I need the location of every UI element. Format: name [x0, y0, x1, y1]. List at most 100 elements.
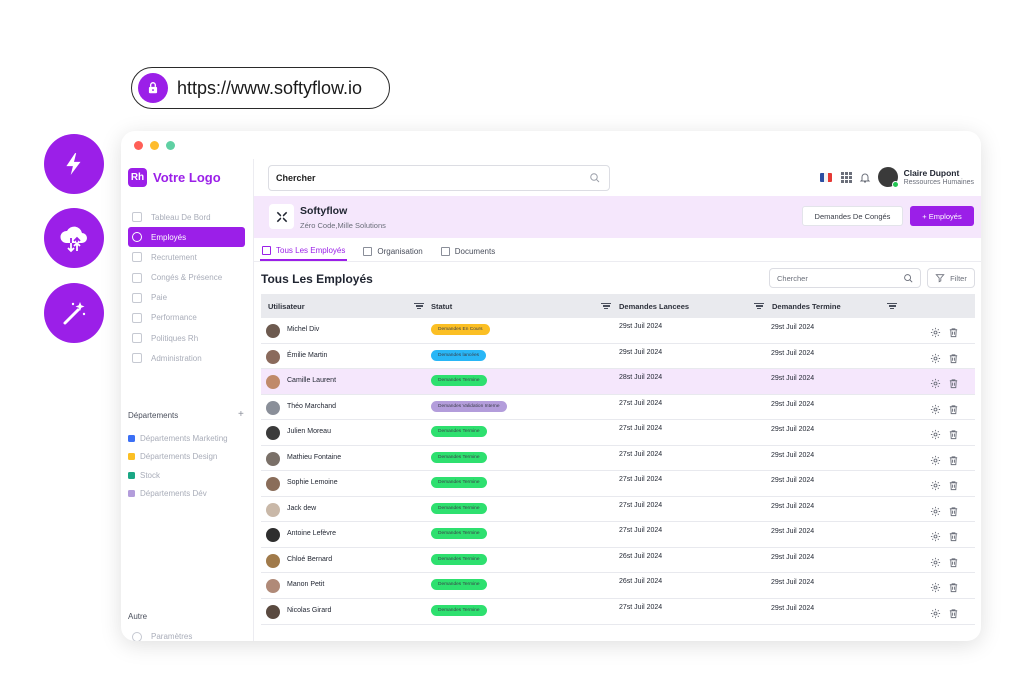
sidebar-item-label: Recrutement — [151, 252, 197, 262]
avatar — [266, 400, 280, 415]
sort-icon[interactable] — [414, 302, 424, 310]
gear-icon[interactable] — [930, 529, 941, 547]
user-info[interactable]: Claire Dupont Ressources Humaines — [904, 168, 974, 186]
sidebar-item-employes[interactable]: Employés — [128, 227, 245, 248]
team-icon — [262, 245, 271, 255]
user-avatar[interactable] — [877, 167, 899, 188]
employee-name: Sophie Lemoine — [287, 479, 338, 487]
tab-label: Documents — [454, 246, 496, 256]
gear-icon[interactable] — [930, 427, 941, 445]
sidebar-item-conges-presence[interactable]: Congés & Présence — [128, 268, 245, 288]
sidebar-item-label: Performance — [151, 313, 197, 323]
trash-icon[interactable] — [948, 606, 959, 624]
sidebar-item-label: Congés & Présence — [151, 273, 223, 283]
finished-date: 29st Juil 2024 — [771, 553, 815, 561]
sidebar-item-performance[interactable]: Performance — [128, 308, 245, 328]
launched-date: 27st Juil 2024 — [619, 476, 663, 484]
table-row[interactable]: Jack dew Demandes Termine 27st Juil 2024 29… — [261, 497, 975, 523]
filter-label: Filter — [950, 273, 967, 283]
finished-date: 29st Juil 2024 — [771, 349, 815, 357]
column-header-user[interactable]: Utilisateur — [268, 301, 305, 311]
trash-icon[interactable] — [948, 478, 959, 496]
folder-icon — [132, 353, 142, 364]
gear-icon[interactable] — [930, 555, 941, 573]
avatar — [266, 451, 280, 466]
gear-icon[interactable] — [930, 376, 941, 394]
sidebar-item-politiques-rh[interactable]: Politiques Rh — [128, 328, 245, 348]
department-item[interactable]: Départements Dév — [128, 485, 228, 504]
minimize-window-button[interactable] — [150, 141, 159, 150]
status-badge: Demandes Termine — [431, 579, 487, 591]
french-flag-icon[interactable] — [819, 172, 832, 182]
gear-icon[interactable] — [930, 606, 941, 624]
status-badge: Demandes lancées — [431, 349, 487, 361]
add-department-button[interactable]: + — [238, 409, 244, 420]
close-window-button[interactable] — [134, 141, 143, 150]
trash-icon[interactable] — [948, 376, 959, 394]
sidebar-item-recrutement[interactable]: Recrutement — [128, 247, 245, 267]
global-search-input[interactable]: Chercher — [268, 165, 610, 191]
department-item[interactable]: Départements Design — [128, 448, 228, 467]
gear-icon[interactable] — [930, 402, 941, 420]
leave-requests-button[interactable]: Demandes De Congés — [802, 206, 903, 226]
sidebar-item-gear[interactable]: Paramètres — [128, 626, 192, 641]
url-bar[interactable]: https://www.softyflow.io — [131, 67, 390, 109]
table-row[interactable]: Sophie Lemoine Demandes Termine 27st Juil … — [261, 471, 975, 497]
gear-icon[interactable] — [930, 453, 941, 471]
trash-icon[interactable] — [948, 504, 959, 522]
sort-icon[interactable] — [601, 302, 611, 310]
table-row[interactable]: Antoine Lefèvre Demandes Termine 27st Juil… — [261, 522, 975, 548]
tab-label: Tous Les Employés — [276, 245, 346, 255]
table-row[interactable]: Mathieu Fontaine Demandes Termine 27st Jui… — [261, 446, 975, 472]
maximize-window-button[interactable] — [166, 141, 175, 150]
gear-icon[interactable] — [930, 504, 941, 522]
tab-all-employees[interactable]: Tous Les Employés — [260, 241, 348, 261]
column-header-finished[interactable]: Demandes Termine — [772, 301, 841, 311]
gear-icon[interactable] — [930, 351, 941, 369]
add-employee-button[interactable]: + Employés — [910, 206, 974, 226]
trash-icon[interactable] — [948, 402, 959, 420]
column-header-status[interactable]: Statut — [431, 301, 453, 311]
gear-icon[interactable] — [930, 325, 941, 343]
trash-icon[interactable] — [948, 580, 959, 598]
trash-icon[interactable] — [948, 529, 959, 547]
table-row[interactable]: Manon Petit Demandes Termine 26st Juil 202… — [261, 573, 975, 600]
sort-icon[interactable] — [754, 302, 764, 310]
table-row[interactable]: Julien Moreau Demandes Termine 27st Juil 2… — [261, 420, 975, 446]
table-row[interactable]: Nicolas Girard Demandes Termine 27st Juil … — [261, 599, 975, 625]
table-row[interactable]: Camille Laurent Demandes Termine 28st Juil… — [261, 369, 975, 395]
table-row[interactable]: Émilie Martin Demandes lancées 29st Juil 2… — [261, 344, 975, 370]
gear-icon[interactable] — [930, 478, 941, 496]
app-logo[interactable]: Rh Votre Logo — [128, 168, 221, 187]
gear-icon[interactable] — [930, 580, 941, 598]
sort-icon[interactable] — [887, 302, 897, 310]
employee-search-input[interactable]: Chercher — [769, 268, 921, 288]
tab-divider — [254, 261, 981, 262]
trash-icon[interactable] — [948, 325, 959, 343]
bell-icon[interactable] — [859, 171, 871, 184]
department-item[interactable]: Départements Marketing — [128, 429, 228, 448]
sidebar-item-paie[interactable]: Paie — [128, 288, 245, 308]
trash-icon[interactable] — [948, 555, 959, 573]
tab-organisation[interactable]: Organisation — [361, 241, 424, 261]
table-row[interactable]: Michel Div Demandes En Cours 29st Juil 202… — [261, 318, 975, 344]
gear-icon — [132, 631, 142, 641]
sidebar-item-tableau-de-bord[interactable]: Tableau De Bord — [128, 207, 245, 227]
tab-bar: Tous Les Employés Organisation Documents — [260, 241, 511, 261]
table-row[interactable]: Théo Marchand Demandes Validation Interne… — [261, 395, 975, 421]
employee-name: Julien Moreau — [287, 428, 331, 436]
avatar — [266, 528, 280, 543]
filter-button[interactable]: Filter — [927, 268, 975, 288]
status-badge: Demandes Termine — [431, 375, 487, 387]
department-item[interactable]: Stock — [128, 466, 228, 485]
sidebar-item-administration[interactable]: Administration — [128, 348, 245, 368]
finished-date: 29st Juil 2024 — [771, 451, 815, 459]
apps-grid-icon[interactable] — [840, 171, 852, 183]
trash-icon[interactable] — [948, 427, 959, 445]
tab-documents[interactable]: Documents — [439, 241, 497, 261]
trash-icon[interactable] — [948, 453, 959, 471]
sidebar-item-label: Paie — [151, 293, 168, 303]
table-row[interactable]: Chloé Bernard Demandes Termine 26st Juil 2… — [261, 548, 975, 574]
trash-icon[interactable] — [948, 351, 959, 369]
column-header-launched[interactable]: Demandes Lancees — [619, 301, 690, 311]
